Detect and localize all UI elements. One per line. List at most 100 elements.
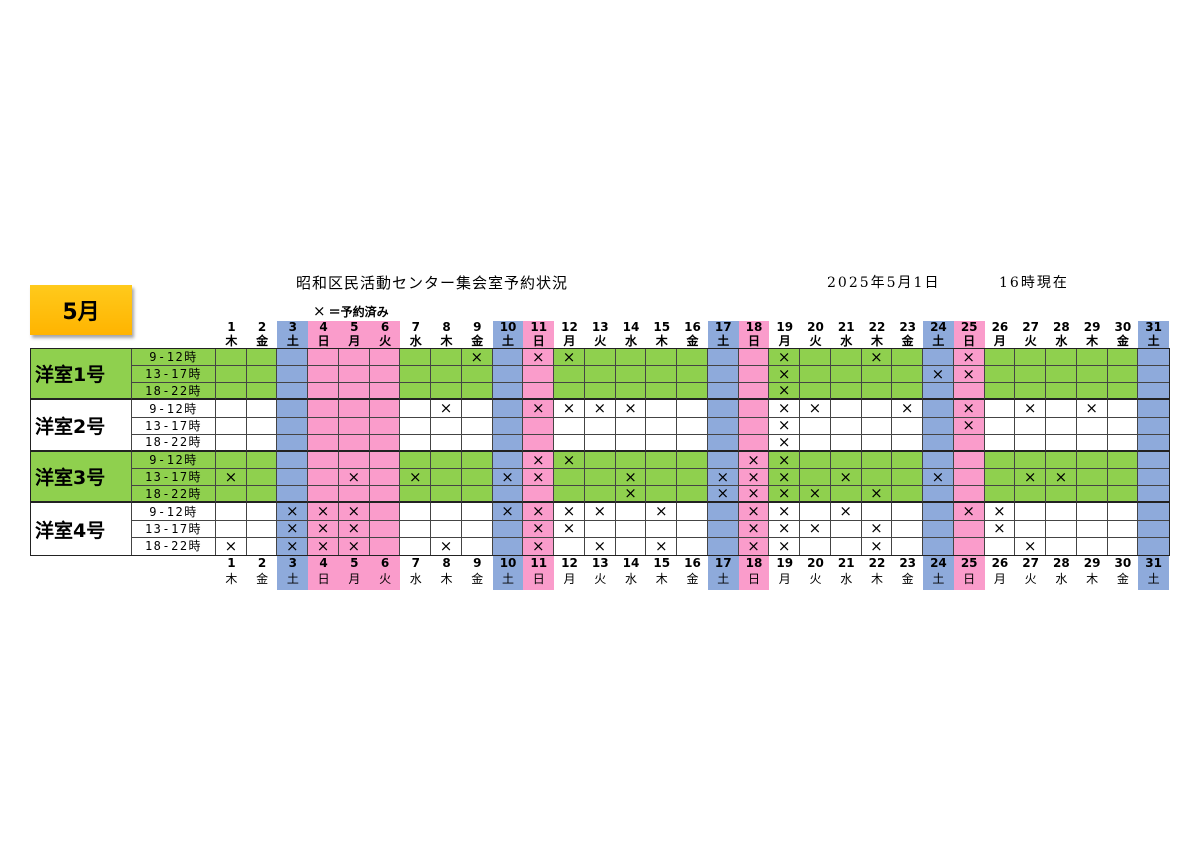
schedule-cell bbox=[1107, 451, 1139, 470]
schedule-cell bbox=[1015, 383, 1047, 401]
day-header-cell: 22 木 bbox=[862, 556, 893, 590]
reservation-mark: × bbox=[747, 520, 760, 538]
schedule-cell bbox=[277, 486, 309, 504]
schedule-cell bbox=[738, 349, 770, 367]
reservation-mark: × bbox=[870, 349, 883, 366]
schedule-cell bbox=[1046, 434, 1077, 452]
day-header-cell: 30 金 bbox=[1108, 321, 1139, 348]
schedule-cell bbox=[523, 383, 555, 401]
weekday-label: 金 bbox=[686, 333, 699, 348]
day-header-cell: 24 土 bbox=[923, 556, 954, 590]
schedule-cell bbox=[1107, 520, 1139, 538]
schedule-cell bbox=[431, 349, 462, 367]
schedule-cell bbox=[584, 486, 616, 504]
schedule-cell bbox=[646, 417, 678, 435]
schedule-cell bbox=[1138, 503, 1169, 521]
schedule-cell bbox=[246, 451, 278, 470]
schedule-cell: × bbox=[584, 503, 616, 521]
reservation-mark: × bbox=[531, 520, 545, 538]
day-number: 19 bbox=[776, 556, 794, 570]
schedule-cell: × bbox=[769, 451, 801, 470]
month-label: 5月 bbox=[62, 300, 100, 325]
weekday-label: 火 bbox=[379, 572, 392, 586]
schedule-cell bbox=[953, 434, 985, 452]
schedule-cell bbox=[800, 417, 831, 435]
schedule-cell bbox=[246, 537, 278, 555]
schedule-cell bbox=[584, 469, 616, 487]
schedule-cell bbox=[800, 434, 831, 452]
weekday-label: 金 bbox=[471, 333, 484, 348]
weekday-label: 金 bbox=[256, 333, 269, 348]
schedule-cell: × bbox=[800, 400, 831, 418]
schedule-cell bbox=[400, 383, 432, 401]
weekday-label: 日 bbox=[532, 333, 545, 348]
schedule-cell bbox=[738, 417, 770, 435]
schedule-cell bbox=[584, 349, 616, 367]
time-slot-label: 13-17時 bbox=[132, 366, 216, 384]
schedule-cell bbox=[308, 366, 339, 384]
schedule-cell bbox=[800, 366, 831, 384]
legend: × ＝予約済み bbox=[313, 302, 389, 321]
weekday-label: 土 bbox=[286, 333, 299, 348]
reservation-mark: × bbox=[716, 469, 730, 486]
time-slot-label: 13-17時 bbox=[132, 417, 216, 435]
schedule-cell bbox=[369, 503, 401, 521]
schedule-cell bbox=[1046, 486, 1077, 504]
schedule-cell bbox=[492, 451, 524, 470]
day-number: 11 bbox=[530, 321, 548, 334]
schedule-cell bbox=[923, 486, 954, 504]
room-name: 洋室4号 bbox=[31, 503, 132, 555]
schedule-cell bbox=[800, 537, 831, 555]
schedule-cell bbox=[677, 434, 708, 452]
schedule-cell: × bbox=[953, 503, 985, 521]
reservation-mark: × bbox=[747, 469, 760, 486]
schedule-cell: × bbox=[523, 349, 555, 367]
schedule-cell: × bbox=[646, 537, 678, 555]
day-number: 8 bbox=[442, 321, 451, 334]
time-slot-label: 18-22時 bbox=[132, 434, 216, 452]
reservation-mark: × bbox=[224, 537, 238, 555]
weekday-label: 日 bbox=[747, 333, 760, 348]
day-number: 10 bbox=[499, 556, 517, 570]
weekday-label: 月 bbox=[993, 333, 1006, 348]
schedule-cell bbox=[246, 434, 278, 452]
day-number: 14 bbox=[622, 321, 640, 334]
schedule-cell bbox=[338, 486, 370, 504]
schedule-cell bbox=[431, 434, 462, 452]
schedule-cell bbox=[707, 503, 739, 521]
schedule-cell bbox=[338, 349, 370, 367]
day-header-cell: 16 金 bbox=[677, 556, 708, 590]
schedule-cell: × bbox=[984, 520, 1016, 538]
reservation-mark: × bbox=[808, 520, 822, 538]
day-header-cell: 26 月 bbox=[985, 321, 1016, 348]
schedule-cell: × bbox=[769, 503, 801, 521]
weekday-label: 木 bbox=[440, 333, 453, 348]
schedule-cell bbox=[677, 383, 708, 401]
schedule-cell: × bbox=[953, 400, 985, 418]
schedule-cell bbox=[615, 520, 647, 538]
reservation-mark: × bbox=[747, 503, 760, 521]
weekday-label: 土 bbox=[717, 572, 730, 586]
schedule-cell bbox=[1076, 520, 1108, 538]
reservation-mark: × bbox=[716, 486, 730, 503]
schedule-cell bbox=[892, 451, 924, 470]
day-number: 18 bbox=[745, 556, 763, 570]
schedule-cell: × bbox=[277, 537, 309, 555]
schedule-cell: × bbox=[830, 469, 862, 487]
schedule-cell bbox=[584, 451, 616, 470]
schedule-cell bbox=[830, 417, 862, 435]
schedule-cell bbox=[646, 434, 678, 452]
schedule-cell bbox=[861, 469, 893, 487]
day-number: 13 bbox=[591, 321, 609, 334]
schedule-cell bbox=[923, 520, 954, 538]
schedule-cell bbox=[246, 366, 278, 384]
schedule-cell bbox=[984, 469, 1016, 487]
day-header-cell: 10 土 bbox=[492, 321, 524, 348]
schedule-cell bbox=[1046, 417, 1077, 435]
schedule-cell bbox=[369, 434, 401, 452]
schedule-cell: × bbox=[1015, 537, 1047, 555]
schedule-cell bbox=[1076, 451, 1108, 470]
schedule-cell bbox=[707, 349, 739, 367]
